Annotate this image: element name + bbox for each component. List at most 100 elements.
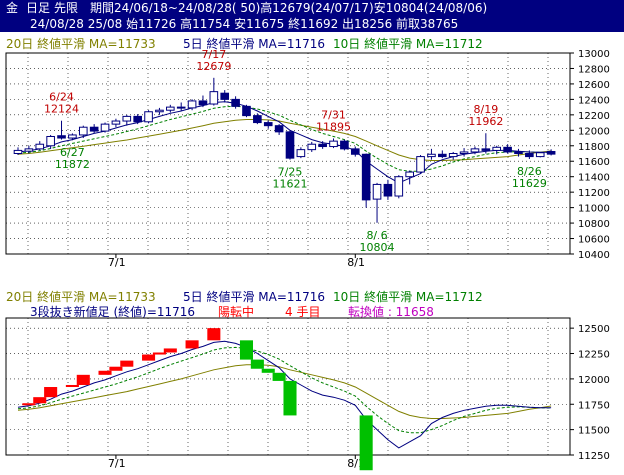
brick-up <box>152 352 166 355</box>
upper-y-tick-label: 11000 <box>578 204 610 215</box>
lower-y-tick-label: 12000 <box>578 375 610 386</box>
candle-down <box>263 122 273 127</box>
candle-up <box>405 171 414 178</box>
candle-up <box>427 153 436 158</box>
candle-down <box>350 148 360 155</box>
upper-y-tick-label: 12400 <box>578 95 610 106</box>
candle-down <box>274 125 284 133</box>
candle-down <box>438 153 447 158</box>
candle-up <box>122 115 132 122</box>
candle-down <box>133 115 142 123</box>
candle-up <box>100 123 110 132</box>
ohlc-bar: 24/08/28 25/08 始11726 高11754 安11675 終116… <box>0 16 624 32</box>
reversal-value: 転換値 : 11658 <box>348 305 434 319</box>
candle-up <box>24 148 34 152</box>
ma20-legend: 20日 終値平滑 MA=11733 <box>6 37 156 51</box>
annotation-date: 7/31 <box>321 108 346 121</box>
brick-down <box>250 359 264 369</box>
upper-y-tick-label: 10800 <box>578 219 610 230</box>
candle-down <box>481 148 491 151</box>
candle-up <box>329 140 338 148</box>
annotation-date: 8/19 <box>473 103 498 116</box>
candle-down <box>242 105 251 117</box>
candle-up <box>187 100 197 109</box>
candle-down <box>176 106 186 109</box>
lower-x-tick-label: 7/1 <box>108 457 126 470</box>
brick-up <box>142 354 156 361</box>
candle-down <box>231 98 240 107</box>
lower-y-tick-label: 12500 <box>578 324 610 335</box>
candle-down <box>57 135 66 139</box>
annotation-value: 12679 <box>196 60 231 73</box>
lower-y-tick-label: 11250 <box>578 451 610 462</box>
upper-y-tick-label: 12200 <box>578 111 610 122</box>
candle-up <box>416 156 425 173</box>
upper-y-tick-label: 12000 <box>578 126 610 137</box>
three-line-break-label: 3段抜き新値足 (終値)=11716 <box>30 305 196 319</box>
candle-down <box>253 115 262 124</box>
annotation-value: 11962 <box>468 115 503 128</box>
annotation-value: 11621 <box>273 178 308 191</box>
brick-up <box>120 360 134 367</box>
candle-up <box>13 149 23 155</box>
candle-up <box>459 151 469 154</box>
candle-up <box>78 126 88 136</box>
candle-up <box>448 153 458 158</box>
brick-up <box>33 397 47 404</box>
candle-up <box>155 109 164 113</box>
range-label: 期間24/06/18~24/08/28( 50)高12679(24/07/17)… <box>90 1 488 15</box>
candle-down <box>285 131 295 159</box>
upper-y-tick-label: 10600 <box>578 235 610 246</box>
candle-up <box>296 149 306 158</box>
candle-up <box>35 143 45 150</box>
annotation-value: 11895 <box>316 120 351 133</box>
upper-y-tick-label: 11200 <box>578 188 610 199</box>
brick-down <box>283 380 297 416</box>
market-label: 金 <box>6 1 19 15</box>
candle-up <box>372 183 382 200</box>
brick-up <box>185 340 199 349</box>
brick-up <box>109 366 123 371</box>
contract-label: 先限 <box>54 1 79 15</box>
lower-y-tick-label: 11750 <box>578 400 610 411</box>
upper-y-tick-label: 11600 <box>578 157 610 168</box>
candle-up <box>394 176 404 197</box>
annotation-date: 7/25 <box>278 166 303 179</box>
candle-down <box>503 146 512 153</box>
candle-up <box>307 143 317 151</box>
ohlc-summary: 24/08/28 25/08 始11726 高11754 安11675 終116… <box>30 17 459 31</box>
annotation-date: 7/17 <box>201 48 226 61</box>
brick-down <box>359 415 373 471</box>
candle-up <box>535 152 545 158</box>
upper-y-tick-label: 13000 <box>578 49 610 60</box>
ma10-legend-lower: 10日 終値平滑 MA=11712 <box>333 290 483 304</box>
ma10-line <box>17 105 552 172</box>
lower-ma20-line <box>17 364 552 419</box>
annotation-value: 11629 <box>512 177 547 190</box>
lower-y-tick-label: 12250 <box>578 350 610 361</box>
upper-y-tick-label: 11400 <box>578 173 610 184</box>
ma10-legend: 10日 終値平滑 MA=11712 <box>333 37 483 51</box>
annotation-date: 8/26 <box>517 165 542 178</box>
annotation-date: 6/24 <box>49 91 74 104</box>
trend-status: 陽転中 <box>218 305 255 319</box>
annotation-value: 12124 <box>44 103 79 116</box>
period-type-label: 日足 <box>26 1 51 15</box>
trend-count: 4 手目 <box>285 305 321 319</box>
lower-ma10-line <box>17 346 552 434</box>
ma5-legend: 5日 終値平滑 MA=11716 <box>183 37 326 51</box>
candle-up <box>144 111 153 123</box>
annotation-date: 8/ 6 <box>366 229 387 242</box>
brick-up <box>22 403 36 406</box>
brick-up <box>76 374 90 385</box>
candle-down <box>361 153 371 201</box>
upper-y-tick-label: 11800 <box>578 142 610 153</box>
brick-up <box>65 384 79 388</box>
candle-down <box>220 92 230 100</box>
brick-up <box>98 370 112 375</box>
candle-up <box>492 146 502 151</box>
annotation-value: 10804 <box>360 241 395 254</box>
candle-down <box>514 151 523 154</box>
candle-down <box>340 140 349 150</box>
